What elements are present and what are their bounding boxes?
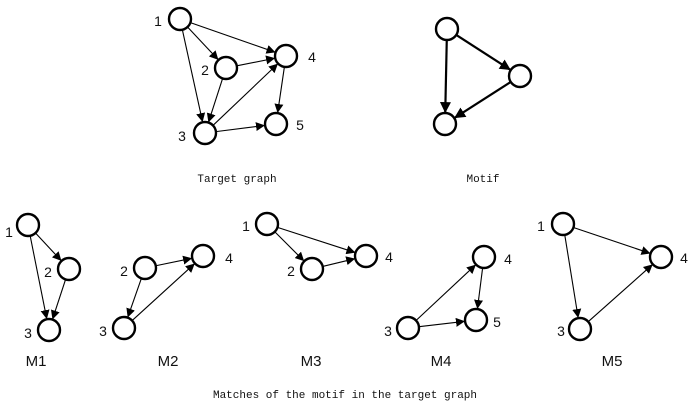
- motif-node-a: [434, 16, 460, 42]
- match-5-node-1: [550, 211, 576, 237]
- match-1-edge-2-3: [50, 279, 67, 320]
- target-node-4: [273, 43, 299, 69]
- match-5-edge-3-4: [587, 264, 653, 323]
- match-4-edge-3-4: [415, 264, 476, 321]
- match-1-node-label-2: 2: [44, 264, 52, 280]
- match-4-node-label-3: 3: [384, 323, 392, 339]
- match-5-node-label-3: 3: [557, 323, 565, 339]
- match-1-edge-1-2: [35, 232, 62, 261]
- motif-edge-a-b: [455, 34, 511, 71]
- match-label-m5: M5: [602, 353, 623, 370]
- match-2-node-4: [190, 243, 216, 269]
- match-3-edge-1-2: [274, 231, 305, 262]
- match-1-node-3: [36, 317, 62, 343]
- match-5-node-4: [648, 244, 674, 270]
- match-4-node-3: [395, 315, 421, 341]
- match-4-node-5: [463, 307, 489, 333]
- target-edge-1-2: [187, 26, 219, 60]
- target-edge-4-5: [274, 66, 285, 114]
- match-2-node-label-2: 2: [120, 263, 128, 279]
- match-label-m4: M4: [431, 353, 452, 370]
- match-3-node-label-2: 2: [287, 263, 295, 279]
- motif-edge-b-c: [454, 81, 512, 119]
- match-1-edge-1-3: [29, 235, 50, 320]
- match-2-edge-2-3: [126, 278, 142, 318]
- target-edge-3-5: [215, 122, 265, 133]
- match-label-m1: M1: [26, 353, 47, 370]
- target-edge-1-4: [190, 22, 276, 54]
- target-edge-3-4: [212, 63, 278, 126]
- target-node-3: [192, 120, 218, 146]
- match-5-edge-1-3: [564, 234, 582, 319]
- match-4-edge-4-5: [474, 267, 484, 309]
- target-node-label-1: 1: [154, 13, 162, 29]
- target-edge-2-3: [206, 78, 224, 123]
- match-3-node-label-4: 4: [385, 249, 393, 265]
- match-2-edge-2-4: [155, 255, 193, 267]
- match-2-node-2: [132, 255, 158, 281]
- motif-edge-a-c: [439, 39, 451, 114]
- match-5-node-label-1: 1: [537, 218, 545, 234]
- match-2-edge-3-4: [131, 263, 195, 321]
- target-node-1: [167, 6, 193, 32]
- target-node-label-3: 3: [178, 128, 186, 144]
- target-edge-1-3: [181, 29, 206, 123]
- match-4-node-label-5: 5: [493, 314, 501, 330]
- match-1-node-2: [56, 256, 82, 282]
- match-1-node-label-1: 1: [5, 224, 13, 240]
- match-1-node-label-3: 3: [24, 325, 32, 341]
- match-3-node-2: [299, 256, 325, 282]
- match-label-m2: M2: [158, 353, 179, 370]
- match-3-node-4: [353, 243, 379, 269]
- target-node-2: [213, 55, 239, 81]
- match-2-node-label-3: 3: [99, 323, 107, 339]
- match-5-node-3: [567, 316, 593, 342]
- match-2-node-label-4: 4: [225, 250, 233, 266]
- target-node-label-5: 5: [296, 117, 304, 133]
- target-edge-2-4: [236, 55, 276, 67]
- match-label-m3: M3: [301, 353, 322, 370]
- match-3-edge-2-4: [322, 256, 356, 267]
- motif-node-c: [432, 111, 458, 137]
- target-node-label-2: 2: [201, 62, 209, 78]
- match-5-edge-1-4: [573, 226, 651, 255]
- target-node-label-4: 4: [308, 49, 316, 65]
- match-4-node-label-4: 4: [504, 251, 512, 267]
- match-3-edge-1-4: [277, 226, 356, 255]
- matches-caption: Matches of the motif in the target graph: [213, 390, 477, 402]
- motif-caption: Motif: [466, 174, 499, 186]
- match-4-node-4: [471, 244, 497, 270]
- target-node-5: [263, 111, 289, 137]
- match-3-node-label-1: 1: [242, 218, 250, 234]
- motif-node-b: [507, 63, 533, 89]
- target-graph-caption: Target graph: [197, 174, 276, 186]
- match-3-node-1: [254, 211, 280, 237]
- match-5-node-label-4: 4: [680, 250, 688, 266]
- match-4-edge-3-5: [418, 317, 465, 328]
- match-1-node-1: [15, 212, 41, 238]
- match-2-node-3: [111, 315, 137, 341]
